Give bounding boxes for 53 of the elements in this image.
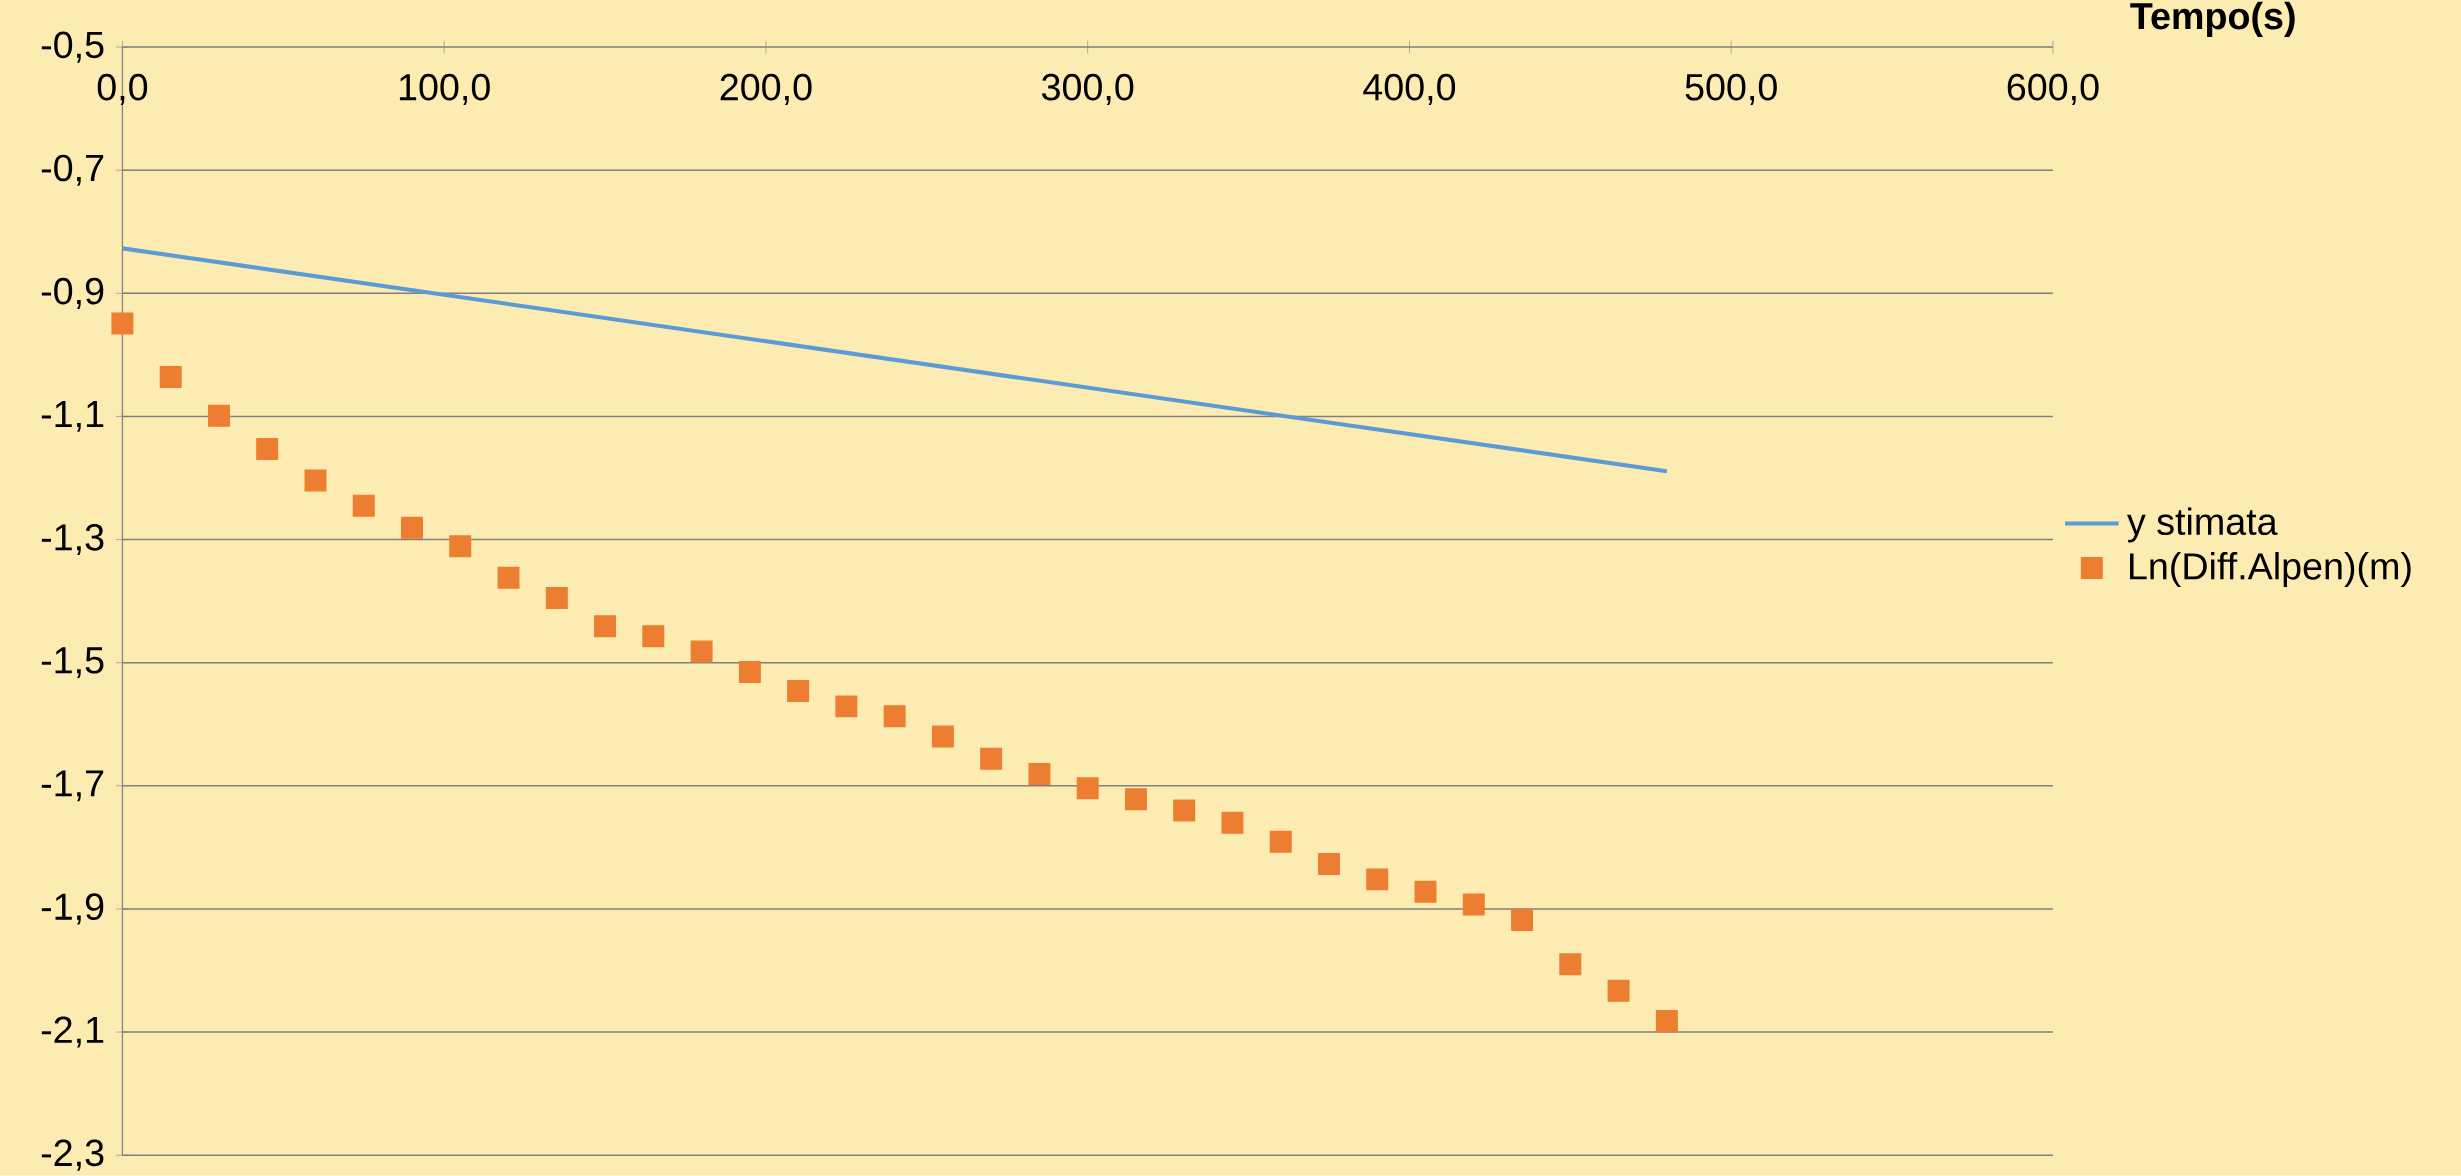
y-tick-label: -2,1 (41, 1016, 104, 1048)
point (449, 535, 472, 558)
point (980, 747, 1003, 770)
point (594, 615, 617, 638)
x-tick-label: 600,0 (2007, 74, 2099, 106)
point (256, 438, 279, 461)
x-tick-label: 200,0 (720, 74, 812, 106)
point (401, 517, 423, 540)
point (111, 312, 134, 335)
point (1462, 893, 1485, 916)
y-tick-label: -1,9 (41, 893, 104, 925)
point (1559, 953, 1582, 976)
point (1607, 980, 1630, 1002)
point (304, 469, 327, 492)
point (1318, 853, 1340, 876)
point (352, 494, 375, 517)
point (642, 625, 665, 648)
x-axis-title: Tempo(s) (2130, 2, 2295, 38)
point (207, 405, 230, 428)
y-tick-label: -1,3 (41, 524, 104, 556)
point (690, 640, 713, 663)
x-tick-label: 300,0 (1041, 74, 1134, 106)
point (1269, 831, 1292, 854)
point (159, 366, 182, 389)
y-tick-label: -1,1 (41, 401, 104, 433)
point (1511, 909, 1534, 932)
point (1366, 868, 1389, 891)
point (883, 705, 906, 728)
y-tick-label: -0,5 (41, 31, 104, 63)
point (1414, 880, 1437, 903)
x-tick-label: 100,0 (399, 74, 490, 106)
point (931, 725, 954, 748)
point (835, 695, 858, 718)
point (545, 587, 568, 610)
legend-label: y stimata (2127, 507, 2278, 543)
point (1076, 777, 1099, 800)
y-tick-label: -0,7 (41, 154, 104, 186)
y-tick-label: -0,9 (41, 277, 104, 310)
point (1173, 799, 1196, 822)
point (1221, 811, 1244, 834)
x-tick-label: 0,0 (97, 74, 148, 106)
x-tick-label: 400,0 (1363, 74, 1456, 106)
y-tick-label: -1,7 (41, 770, 104, 802)
point (738, 661, 761, 684)
legend-label: Ln(Diff.Alpen)(m) (2130, 552, 2411, 588)
point (497, 566, 520, 589)
point (787, 680, 810, 703)
point (1655, 1010, 1678, 1033)
x-tick-label: 500,0 (1685, 74, 1777, 106)
y-tick-label: -2,3 (41, 1139, 104, 1171)
point (1028, 763, 1051, 786)
y-tick-label: -1,5 (41, 647, 104, 679)
point (1124, 788, 1147, 811)
